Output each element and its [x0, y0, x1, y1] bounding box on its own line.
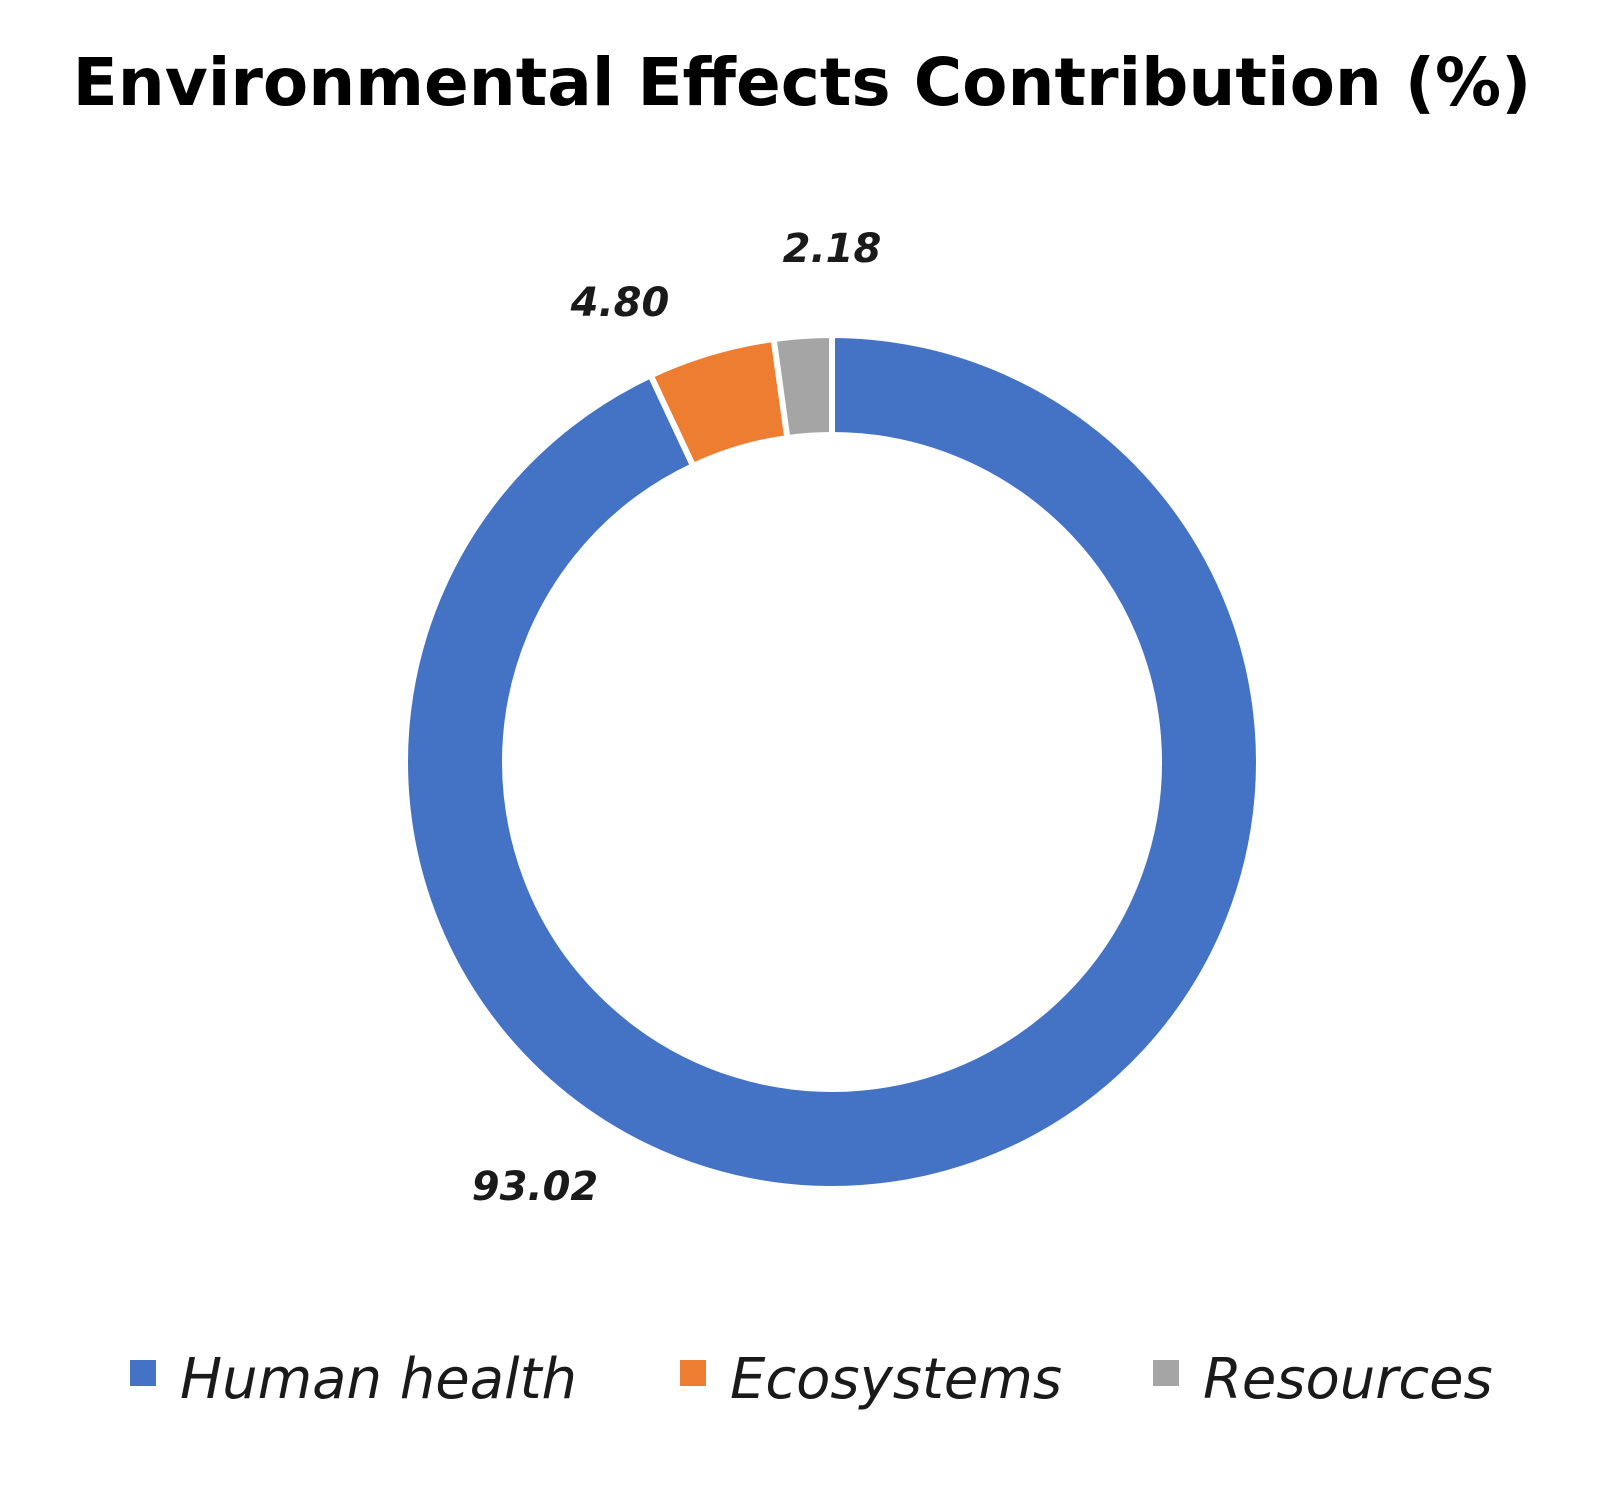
donut-slices [402, 331, 1262, 1192]
data-label-ecosystems: 4.80 [570, 280, 670, 326]
slice-human-health [402, 331, 1262, 1192]
data-label-resources: 2.18 [783, 226, 882, 272]
slice-resources [770, 331, 835, 442]
legend-swatch-resources [1153, 1360, 1179, 1386]
legend-swatch-human-health [130, 1360, 156, 1386]
legend-label-human-health: Human health [180, 1347, 577, 1412]
legend-swatch-ecosystems [680, 1360, 706, 1386]
legend: Human health Ecosystems Resources [130, 1347, 1493, 1412]
legend-label-resources: Resources [1203, 1347, 1493, 1412]
data-labels: 93.02 4.80 2.18 [472, 226, 882, 1210]
data-label-human-health: 93.02 [472, 1164, 599, 1210]
legend-label-ecosystems: Ecosystems [730, 1347, 1062, 1412]
chart-title: Environmental Effects Contribution (%) [73, 44, 1532, 121]
